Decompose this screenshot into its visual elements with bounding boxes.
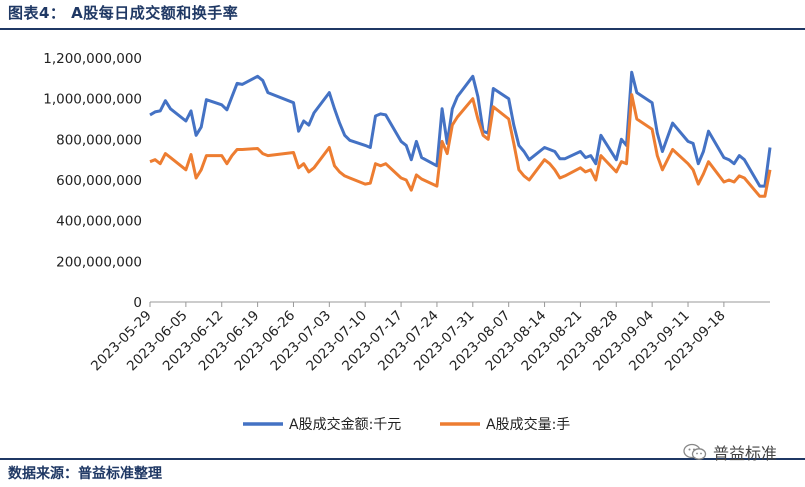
y-axis: 0 200,000,000 400,000,000 600,000,000 800,00… — [43, 51, 142, 311]
y-tick-label: 1,200,000,000 — [43, 51, 142, 67]
x-axis: 2023-05-292023-06-052023-06-122023-06-19… — [88, 301, 770, 374]
watermark-text: 普益标准 — [712, 444, 777, 463]
y-tick-label: 200,000,000 — [56, 254, 142, 270]
source-note: 数据来源：普益标准整理 — [8, 466, 162, 482]
series-line — [149, 93, 772, 198]
legend-label: A股成交量:手 — [486, 416, 570, 433]
y-tick-label: 600,000,000 — [56, 173, 142, 189]
figure-title: 图表4： A股每日成交额和换手率 — [8, 4, 239, 22]
watermark: 普益标准 — [683, 440, 777, 464]
y-tick-label: 1,000,000,000 — [43, 92, 142, 108]
title-rule — [0, 28, 805, 30]
y-tick-label: 800,000,000 — [56, 132, 142, 148]
wechat-icon — [683, 443, 707, 460]
legend: A股成交金额:千元 A股成交量:手 — [243, 416, 570, 433]
line-chart: 0 200,000,000 400,000,000 600,000,000 800,00… — [43, 51, 772, 433]
y-tick-label: 0 — [133, 295, 142, 311]
y-tick-label: 400,000,000 — [56, 214, 142, 230]
legend-label: A股成交金额:千元 — [289, 416, 401, 433]
series-line — [149, 70, 772, 188]
series-layer — [149, 70, 772, 198]
footer-rule — [0, 458, 805, 460]
